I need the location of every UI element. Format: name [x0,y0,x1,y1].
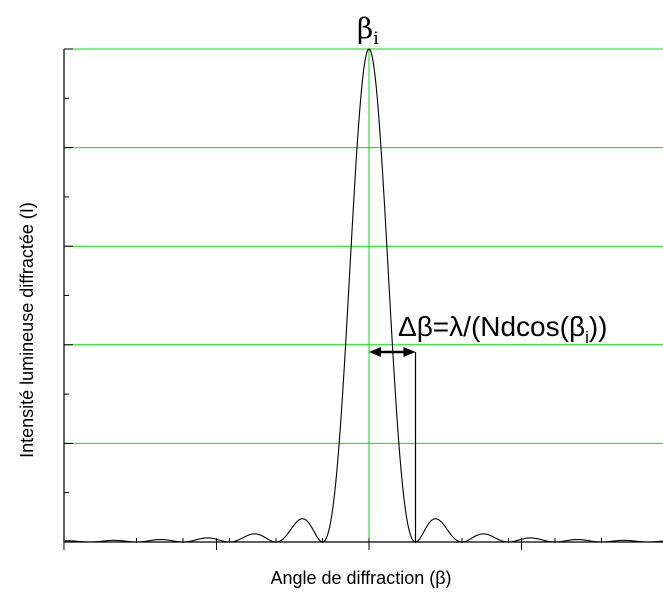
peak-label: βi [357,12,379,49]
y-axis-label: Intensité lumineuse diffractée (I) [17,202,37,458]
delta-beta-arrowhead-right [403,347,416,357]
delta-beta-annotation: Δβ=λ/(Ndcos(βi)) [398,311,608,347]
peak-label-sub: i [373,29,379,49]
axis-layer [63,48,663,550]
peak-label-base: β [357,12,373,45]
delta-beta-arrowhead-left [369,347,381,357]
intensity-curve [64,48,663,543]
annotation-sub: i [585,328,589,347]
annotation-suffix: )) [589,311,608,342]
curve-layer [64,48,663,543]
annotation-prefix: Δβ=λ/(Ndcos(β [398,311,585,342]
x-axis-label: Angle de diffraction (β) [270,568,451,588]
grid-layer [64,48,663,542]
annotation-layer [369,347,417,542]
